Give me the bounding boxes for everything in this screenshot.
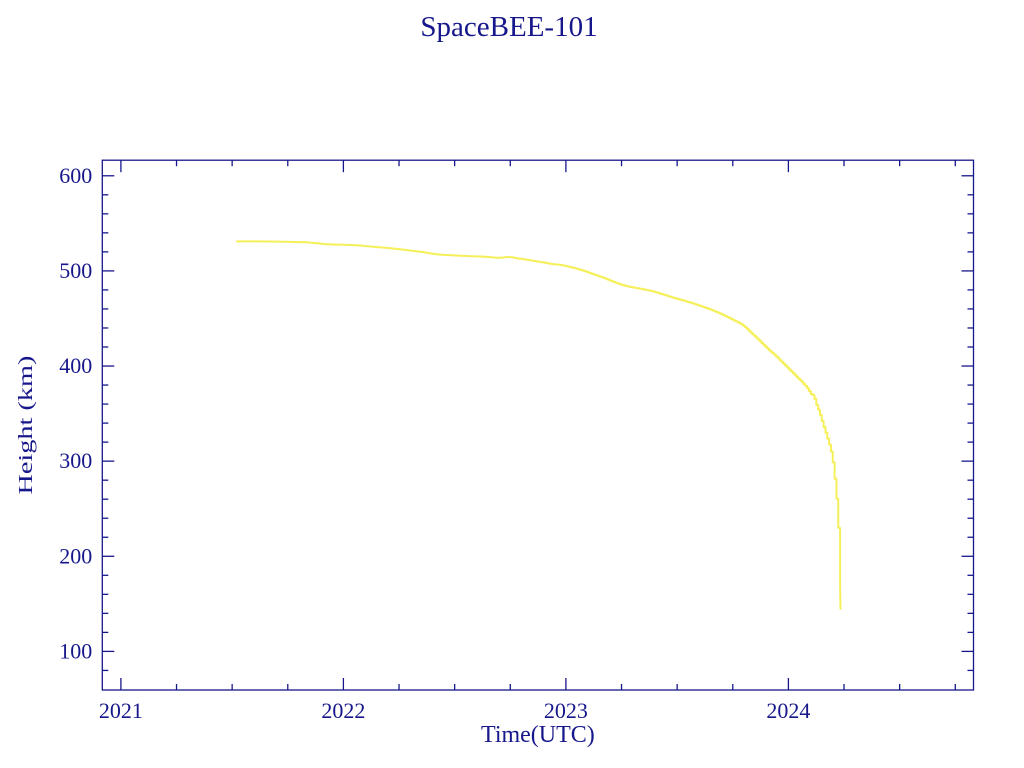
svg-text:SpaceBEE-101: SpaceBEE-101 <box>420 11 597 43</box>
svg-text:Height (km): Height (km) <box>15 356 37 495</box>
svg-text:300: 300 <box>59 448 92 473</box>
svg-text:500: 500 <box>59 258 92 283</box>
svg-text:2022: 2022 <box>321 698 365 723</box>
svg-text:200: 200 <box>59 543 92 568</box>
svg-text:400: 400 <box>59 353 92 378</box>
svg-text:100: 100 <box>59 638 92 663</box>
svg-text:2021: 2021 <box>99 698 143 723</box>
svg-text:600: 600 <box>59 163 92 188</box>
svg-text:2023: 2023 <box>544 698 588 723</box>
svg-text:2024: 2024 <box>766 698 810 723</box>
svg-text:Time(UTC): Time(UTC) <box>481 722 595 748</box>
